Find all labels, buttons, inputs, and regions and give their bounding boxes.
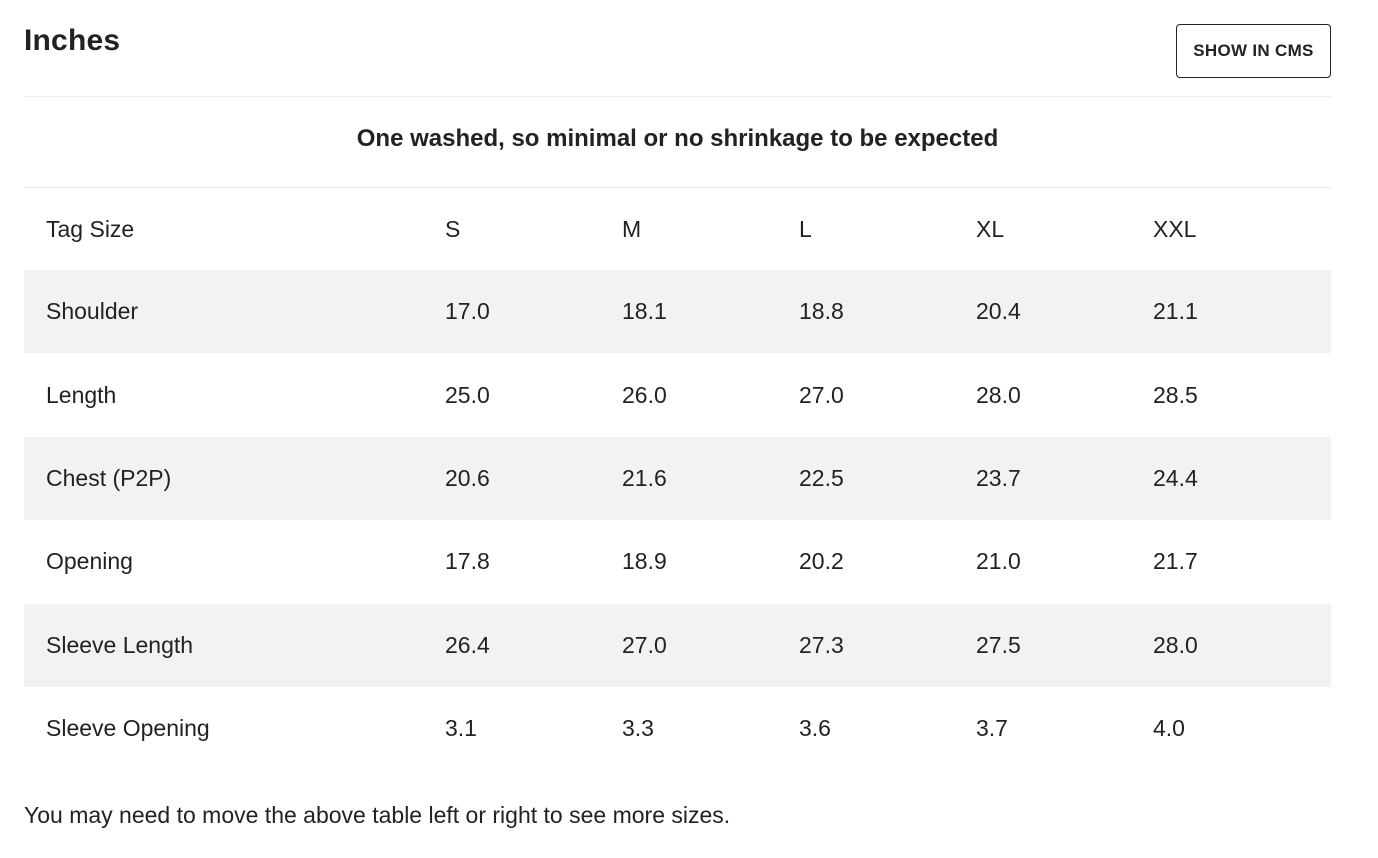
table-cell: 27.5 (976, 631, 1021, 658)
table-cell: 21.7 (1153, 548, 1198, 575)
table-cell: 24.4 (1153, 464, 1198, 491)
table-cell: 25.0 (445, 381, 490, 408)
table-row: Sleeve Length 26.4 27.0 27.3 27.5 28.0 (24, 603, 1331, 687)
table-cell: 27.0 (622, 631, 667, 658)
column-header: L (799, 215, 812, 242)
table-cell: 20.2 (799, 548, 844, 575)
table-header-row: Tag Size S M L XL XXL (24, 188, 1331, 270)
table-cell: 18.8 (799, 298, 844, 325)
table-cell: 27.0 (799, 381, 844, 408)
table-cell: 28.5 (1153, 381, 1198, 408)
table-cell: 17.0 (445, 298, 490, 325)
row-label: Length (46, 381, 117, 408)
table-cell: 3.1 (445, 715, 477, 742)
row-label: Sleeve Opening (46, 715, 210, 742)
table-cell: 22.5 (799, 464, 844, 491)
column-header: XL (976, 215, 1005, 242)
table-cell: 23.7 (976, 464, 1021, 491)
column-header: M (622, 215, 642, 242)
size-chart-header: Inches SHOW IN CMS (24, 0, 1331, 97)
table-row: Sleeve Opening 3.1 3.3 3.6 3.7 4.0 (24, 686, 1331, 771)
table-row: Opening 17.8 18.9 20.2 21.0 21.7 (24, 520, 1331, 604)
row-label: Chest (P2P) (46, 464, 172, 491)
show-in-cms-button[interactable]: SHOW IN CMS (1176, 24, 1331, 78)
row-label: Sleeve Length (46, 631, 194, 658)
table-cell: 20.4 (976, 298, 1021, 325)
scroll-hint: You may need to move the above table lef… (24, 802, 731, 828)
size-chart-panel: Inches SHOW IN CMS One washed, so minima… (24, 0, 1331, 771)
row-label: Shoulder (46, 298, 139, 325)
table-cell: 3.6 (799, 715, 831, 742)
table-row: Chest (P2P) 20.6 21.6 22.5 23.7 24.4 (24, 436, 1331, 521)
row-label: Opening (46, 548, 133, 575)
table-row: Length 25.0 26.0 27.0 28.0 28.5 (24, 353, 1331, 437)
column-header: Tag Size (46, 215, 135, 242)
unit-title: Inches (24, 24, 121, 57)
table-cell: 26.4 (445, 631, 490, 658)
table-row: Shoulder 17.0 18.1 18.8 20.4 21.1 (24, 270, 1331, 354)
table-cell: 18.1 (622, 298, 667, 325)
table-cell: 26.0 (622, 381, 667, 408)
table-cell: 3.7 (976, 715, 1008, 742)
table-cell: 20.6 (445, 464, 490, 491)
shrinkage-note: One washed, so minimal or no shrinkage t… (24, 97, 1331, 188)
column-header: XXL (1153, 215, 1197, 242)
table-cell: 4.0 (1153, 715, 1185, 742)
size-table[interactable]: Tag Size S M L XL XXL Shoulder 17.0 18.1… (24, 188, 1331, 771)
column-header: S (445, 215, 461, 242)
table-cell: 21.0 (976, 548, 1021, 575)
table-cell: 3.3 (622, 715, 654, 742)
table-cell: 28.0 (976, 381, 1021, 408)
table-cell: 28.0 (1153, 631, 1198, 658)
table-cell: 21.1 (1153, 298, 1198, 325)
table-cell: 27.3 (799, 631, 844, 658)
table-cell: 18.9 (622, 548, 667, 575)
table-cell: 17.8 (445, 548, 490, 575)
table-cell: 21.6 (622, 464, 667, 491)
